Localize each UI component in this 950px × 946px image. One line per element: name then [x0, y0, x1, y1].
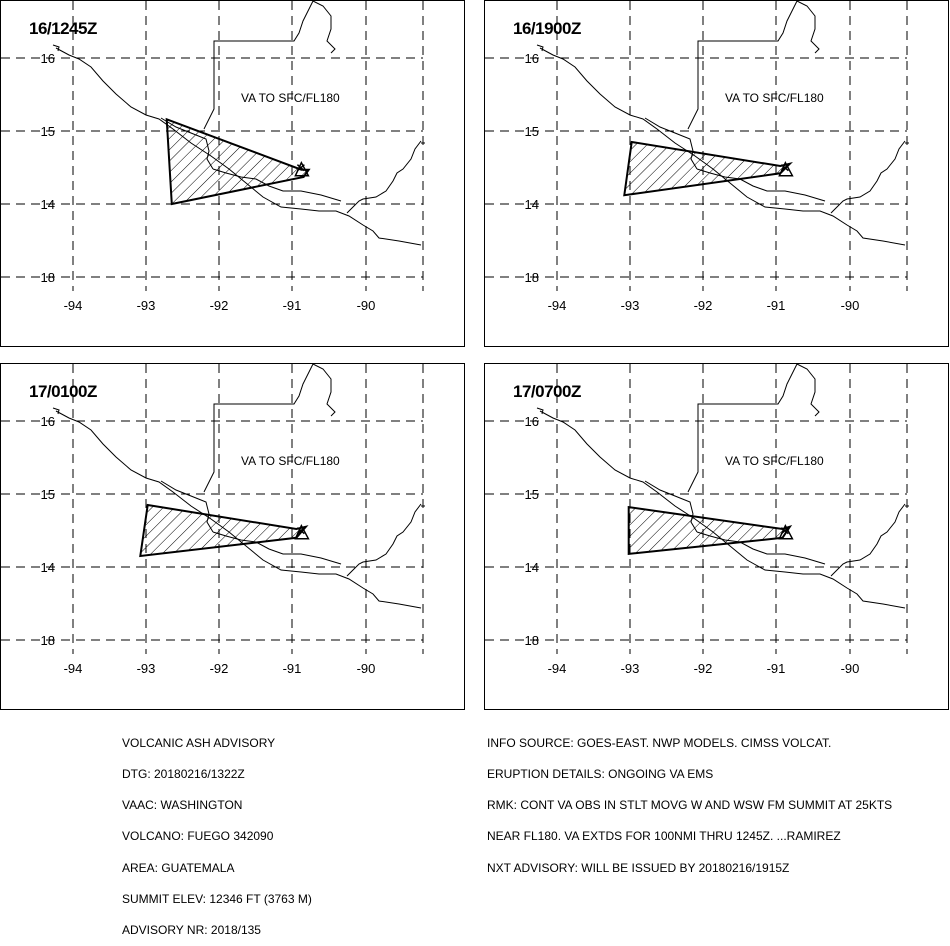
eruption-marker-icon — [780, 164, 789, 172]
advisory-eruption-details: ERUPTION DETAILS: ONGOING VA EMS — [487, 767, 714, 782]
border-line — [830, 140, 906, 214]
latitude-tick-label: 15 — [41, 124, 55, 139]
latitude-tick-label: 18 — [41, 633, 55, 648]
eruption-marker-icon — [296, 164, 305, 172]
advisory-volcano: VOLCANO: FUEGO 342090 — [122, 829, 274, 844]
border-line — [203, 1, 314, 130]
latitude-tick-label: 16 — [41, 414, 55, 429]
map-panel-3: VA TO SFC/FL180 -94 -93 -92 -91 -90 16 15 14 18 1… — [0, 363, 465, 710]
latitude-tick-label: 15 — [41, 487, 55, 502]
border-line — [687, 1, 798, 130]
border-line — [203, 364, 314, 493]
map-canvas: VA TO SFC/FL180 -94 -93 -92 -91 -90 16 15 14 18 — [1, 364, 425, 676]
border-line — [346, 140, 422, 214]
longitude-tick-label: -90 — [841, 298, 860, 313]
longitude-tick-label: -90 — [357, 298, 376, 313]
longitude-tick-label: -91 — [767, 298, 786, 313]
longitude-tick-label: -92 — [694, 298, 713, 313]
coast-fragment — [52, 44, 60, 52]
advisory-dtg: DTG: 20180216/1322Z — [122, 767, 245, 782]
longitude-tick-label: -94 — [548, 661, 567, 676]
advisory-vaac: VAAC: WASHINGTON — [122, 798, 243, 813]
advisory-title: VOLCANIC ASH ADVISORY — [122, 735, 276, 750]
va-level-label: VA TO SFC/FL180 — [241, 91, 340, 105]
border-line — [796, 1, 820, 54]
longitude-tick-label: -94 — [64, 298, 83, 313]
ash-cloud-polygon — [139, 503, 309, 558]
latitude-tick-label: 14 — [41, 560, 55, 575]
border-line — [312, 1, 336, 54]
advisory-area: AREA: GUATEMALA — [122, 860, 235, 875]
advisory-number: ADVISORY NR: 2018/135 — [122, 923, 261, 938]
advisory-summit-elev: SUMMIT ELEV: 12346 FT (3763 M) — [122, 891, 312, 906]
eruption-marker-icon — [296, 527, 305, 535]
va-level-label: VA TO SFC/FL180 — [725, 91, 824, 105]
advisory-remarks-1: RMK: CONT VA OBS IN STLT MOVG W AND WSW … — [487, 798, 893, 813]
latitude-tick-label: 18 — [525, 270, 539, 285]
ash-cloud-polygon — [627, 505, 793, 556]
border-line — [687, 364, 798, 493]
va-level-label: VA TO SFC/FL180 — [725, 454, 824, 468]
latitude-tick-label: 18 — [525, 633, 539, 648]
advisory-remarks-2: NEAR FL180. VA EXTDS FOR 100NMI THRU 124… — [487, 829, 841, 844]
border-line — [312, 364, 336, 417]
coast-fragment — [536, 44, 544, 52]
forecast-time: 17/0700Z — [513, 382, 581, 401]
forecast-time: 16/1245Z — [29, 19, 97, 38]
border-line — [830, 503, 906, 577]
latitude-tick-label: 15 — [525, 124, 539, 139]
longitude-tick-label: -92 — [210, 661, 229, 676]
longitude-tick-label: -93 — [137, 298, 156, 313]
latitude-tick-label: 14 — [41, 197, 55, 212]
latitude-tick-label: 15 — [525, 487, 539, 502]
forecast-time: 16/1900Z — [513, 19, 581, 38]
border-line — [346, 503, 422, 577]
longitude-tick-label: -92 — [694, 661, 713, 676]
longitude-tick-label: -94 — [64, 661, 83, 676]
advisory-details-left: VOLCANIC ASH ADVISORY DTG: 20180216/1322… — [122, 717, 312, 946]
map-panel-4: VA TO SFC/FL180 -94 -93 -92 -91 -90 16 15 14 18 1… — [484, 363, 949, 710]
eruption-marker-icon — [780, 527, 789, 535]
longitude-tick-label: -91 — [767, 661, 786, 676]
latitude-tick-label: 14 — [525, 197, 539, 212]
longitude-tick-label: -90 — [357, 661, 376, 676]
longitude-tick-label: -92 — [210, 298, 229, 313]
latitude-tick-label: 16 — [525, 51, 539, 66]
coast-fragment — [536, 407, 544, 415]
va-level-label: VA TO SFC/FL180 — [241, 454, 340, 468]
border-line — [796, 364, 820, 417]
ash-cloud-polygon — [165, 117, 311, 206]
coast-fragment — [52, 407, 60, 415]
latitude-tick-label: 14 — [525, 560, 539, 575]
advisory-info-source: INFO SOURCE: GOES-EAST. NWP MODELS. CIMS… — [487, 735, 832, 750]
map-canvas: VA TO SFC/FL180 -94 -93 -92 -91 -90 16 15 14 18 — [485, 1, 909, 313]
longitude-tick-label: -94 — [548, 298, 567, 313]
advisory-next: NXT ADVISORY: WILL BE ISSUED BY 20180216… — [487, 860, 790, 875]
latitude-tick-label: 16 — [41, 51, 55, 66]
longitude-tick-label: -91 — [283, 661, 302, 676]
longitude-tick-label: -93 — [137, 661, 156, 676]
longitude-tick-label: -91 — [283, 298, 302, 313]
forecast-time: 17/0100Z — [29, 382, 97, 401]
ash-cloud-polygon — [623, 140, 793, 197]
latitude-tick-label: 18 — [41, 270, 55, 285]
map-canvas: VA TO SFC/FL180 -94 -93 -92 -91 -90 16 15 14 18 — [485, 364, 909, 676]
longitude-tick-label: -90 — [841, 661, 860, 676]
map-canvas: VA TO SFC/FL180 -94 -93 -92 -91 -90 16 15 14 18 — [1, 1, 425, 313]
latitude-tick-label: 16 — [525, 414, 539, 429]
advisory-details-right: INFO SOURCE: GOES-EAST. NWP MODELS. CIMS… — [487, 717, 892, 883]
map-panel-1: VA TO SFC/FL180 -94 -93 -92 -91 -90 16 15 14 18 1… — [0, 0, 465, 347]
map-panel-2: VA TO SFC/FL180 -94 -93 -92 -91 -90 16 15 14 18 1… — [484, 0, 949, 347]
longitude-tick-label: -93 — [621, 661, 640, 676]
longitude-tick-label: -93 — [621, 298, 640, 313]
